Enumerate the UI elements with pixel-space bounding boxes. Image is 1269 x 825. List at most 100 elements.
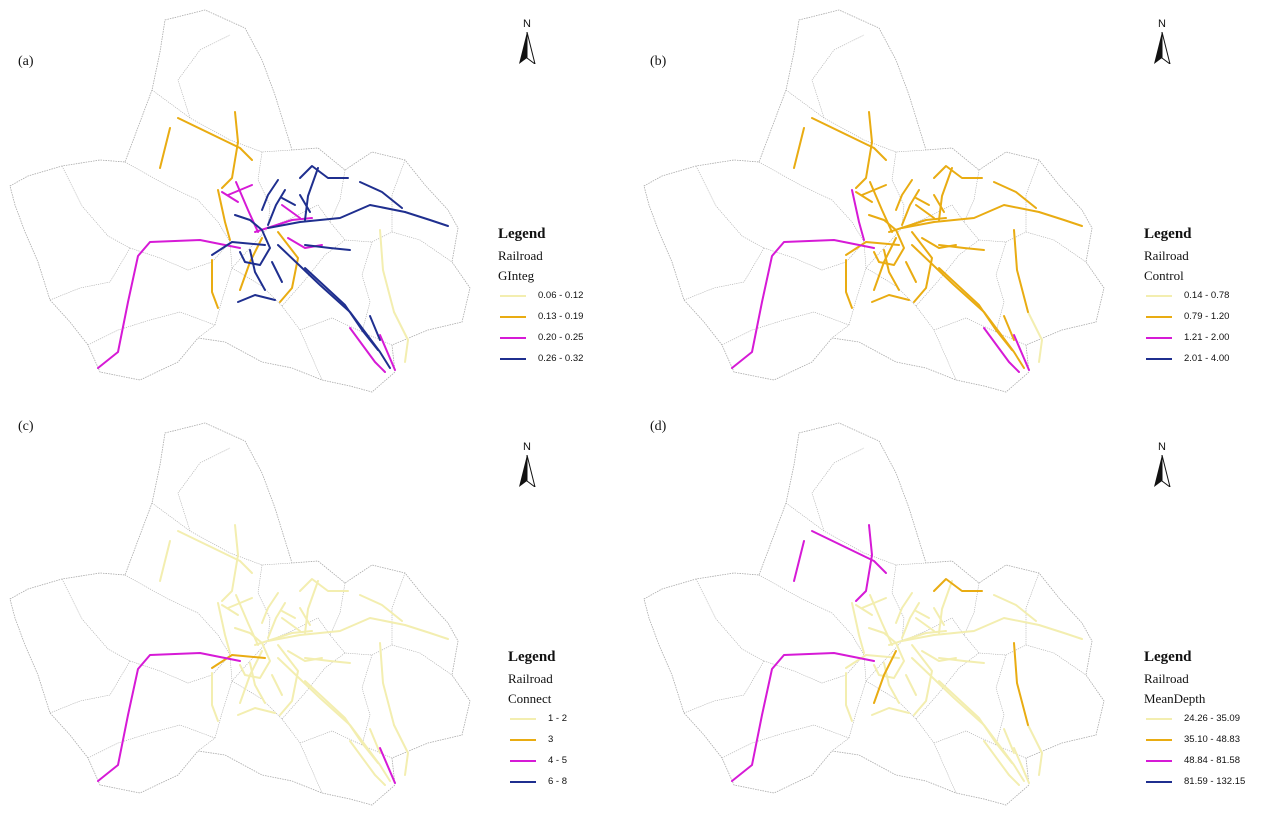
railroad-segment xyxy=(845,654,900,669)
railroad-segment xyxy=(359,594,403,622)
district-boundary xyxy=(901,617,965,642)
district-boundary xyxy=(231,680,323,794)
railroad-segment xyxy=(254,630,313,646)
panel-label: (d) xyxy=(650,419,667,434)
railroad-segment xyxy=(915,204,935,219)
railroad-segment xyxy=(811,117,887,161)
district-boundary xyxy=(124,161,219,223)
railroad-segment xyxy=(379,334,396,371)
railroad-segment xyxy=(281,617,301,632)
district-boundary xyxy=(865,564,905,682)
railroad-segment xyxy=(237,707,276,716)
railroad-segment xyxy=(933,607,945,626)
district-boundary xyxy=(1025,572,1040,645)
railroad-segment xyxy=(249,249,266,291)
district-boundary xyxy=(177,447,231,532)
railroad-segment xyxy=(1027,311,1043,363)
district-boundary xyxy=(763,654,865,684)
north-label: N xyxy=(1158,441,1166,453)
district-boundary xyxy=(391,231,453,263)
legend: Legend Railroad MeanDepth 24.26 - 35.09 … xyxy=(1144,649,1245,797)
north-arrow: N xyxy=(515,18,539,70)
railroad-segment xyxy=(299,194,311,213)
railroad-segment xyxy=(901,602,920,639)
legend-field: MeanDepth xyxy=(1144,691,1206,706)
railroad-segment xyxy=(221,604,239,616)
railroad-map xyxy=(9,9,471,393)
railroad-segment xyxy=(1013,334,1030,371)
district-boundary xyxy=(299,317,393,346)
railroad-segment xyxy=(871,707,910,716)
railroad-segment xyxy=(793,127,805,169)
railroad-segment xyxy=(938,244,985,251)
railroad-segment xyxy=(938,167,953,221)
railroad-segment xyxy=(349,327,386,373)
district-boundary xyxy=(785,89,927,153)
railroad-segment xyxy=(277,644,299,716)
railroad-segment xyxy=(793,540,805,582)
district-boundary xyxy=(811,447,865,532)
railroad-segment xyxy=(938,580,953,634)
district-boundary xyxy=(758,161,853,223)
railroad-segment xyxy=(861,184,887,196)
north-arrow-icon xyxy=(1154,32,1171,64)
north-arrow-icon xyxy=(519,455,536,487)
district-boundary xyxy=(995,241,1007,333)
railroad-segment xyxy=(938,680,1013,764)
railroad-segment xyxy=(271,674,283,696)
legend-class-1: 0.14 - 0.78 xyxy=(1144,290,1229,311)
district-boundary xyxy=(683,247,765,301)
district-boundary xyxy=(683,660,765,714)
district-boundary xyxy=(933,317,1027,346)
legend-field: Control xyxy=(1144,268,1184,283)
district-boundary xyxy=(129,241,231,271)
railroad-segment xyxy=(895,179,913,211)
railroad-segment xyxy=(393,724,409,776)
railroad-segment xyxy=(261,592,279,624)
legend-class-2: 0.13 - 0.19 xyxy=(498,311,583,332)
district-boundary xyxy=(831,634,867,752)
railroad-segment xyxy=(938,267,1013,351)
railroad-segment xyxy=(895,592,913,624)
railroad-segment xyxy=(868,214,905,266)
railroad-segment xyxy=(915,610,930,619)
railroad-routes xyxy=(731,111,1083,373)
railroad-routes xyxy=(97,111,449,373)
district-boundary xyxy=(299,730,393,759)
region-outline xyxy=(9,422,471,806)
railroad-segment xyxy=(267,617,406,642)
district-boundary xyxy=(197,221,233,339)
railroad-segment xyxy=(905,261,917,283)
railroad-segment xyxy=(901,189,920,226)
railroad-segment xyxy=(271,261,283,283)
railroad-segment xyxy=(159,540,171,582)
railroad-segment xyxy=(855,604,873,616)
map-panel-a: (a) N Legend Railroad GInteg 0.06 - 0.12… xyxy=(0,0,634,412)
railroad-segment xyxy=(901,617,1040,642)
railroad-segment xyxy=(217,189,231,241)
railroad-segment xyxy=(304,267,379,351)
railroad-segment xyxy=(267,204,406,229)
railroad-segment xyxy=(299,578,349,592)
district-boundary xyxy=(231,267,323,381)
district-boundary xyxy=(231,151,271,269)
railroad-segment xyxy=(281,197,296,206)
legend-field: GInteg xyxy=(498,268,535,283)
railroad-segment xyxy=(933,165,983,179)
railroad-segment xyxy=(1013,229,1029,313)
district-boundaries xyxy=(643,422,1105,806)
railroad-segment xyxy=(211,672,219,722)
railroad-segment xyxy=(277,657,391,782)
railroad-segment xyxy=(1003,728,1015,754)
district-boundary xyxy=(865,680,957,794)
district-boundary xyxy=(197,634,233,752)
district-boundary xyxy=(129,654,231,684)
railroad-segment xyxy=(227,184,253,196)
railroad-segment xyxy=(933,194,945,213)
district-boundary xyxy=(267,204,331,229)
district-boundary xyxy=(865,151,905,269)
district-boundary xyxy=(963,169,980,241)
map-panel-d: (d) N Legend Railroad MeanDepth 24.26 - … xyxy=(634,413,1268,825)
north-arrow: N xyxy=(1150,441,1174,493)
railroad-segment xyxy=(349,740,386,786)
